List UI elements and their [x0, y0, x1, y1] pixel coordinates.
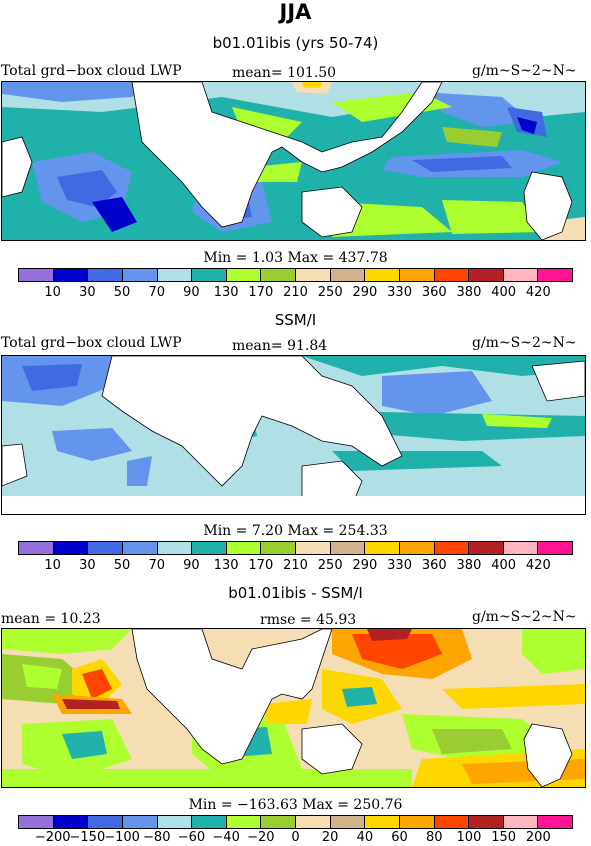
- colorbar-tick: 90: [183, 285, 200, 300]
- colorbar-tick: 80: [425, 830, 443, 845]
- panel1-title: b01.01ibis (yrs 50-74): [212, 34, 379, 52]
- colorbar-tick: 30: [79, 558, 96, 573]
- colorbar-tick: −40: [212, 830, 240, 845]
- panel1-colorbar: [18, 268, 573, 282]
- figure-title: JJA: [279, 0, 312, 24]
- colorbar-tick: 50: [113, 558, 131, 573]
- panel2-units-label: g/m~S~2~N~: [472, 335, 577, 351]
- colorbar-tick: −200: [34, 830, 71, 845]
- panel1-map-field: [2, 82, 585, 240]
- panel3-colorbar: [18, 815, 573, 829]
- colorbar-tick: 380: [456, 285, 482, 300]
- colorbar-tick: 420: [525, 285, 551, 300]
- colorbar-tick: 70: [148, 285, 166, 300]
- panel3-colorbar-ticks: −200 −150 −100 −80 −60 −40 −20 0 20 40 6…: [18, 830, 573, 846]
- panel1-variable-label: Total grd−box cloud LWP: [1, 63, 182, 79]
- colorbar-tick: 10: [44, 285, 61, 300]
- panel1-units-label: g/m~S~2~N~: [472, 63, 577, 79]
- panel2-colorbar-ticks: 10 30 50 70 90 130 170 210 250 290 330 3…: [18, 558, 573, 574]
- panel3-map: [1, 628, 586, 788]
- panel2-variable-label: Total grd−box cloud LWP: [1, 335, 182, 351]
- colorbar-tick: −150: [69, 830, 106, 845]
- colorbar-tick: 130: [213, 558, 239, 573]
- colorbar-tick: 170: [248, 285, 274, 300]
- colorbar-tick: 10: [44, 558, 61, 573]
- colorbar-tick: 380: [456, 558, 482, 573]
- panel2-map: [1, 355, 586, 515]
- colorbar-tick: 90: [183, 558, 200, 573]
- panel1-min-max: Min = 1.03 Max = 437.78: [203, 250, 388, 266]
- colorbar-tick: −20: [247, 830, 275, 845]
- colorbar-tick: 330: [387, 558, 412, 573]
- colorbar-tick: 50: [113, 285, 131, 300]
- colorbar-tick: 250: [317, 285, 343, 300]
- colorbar-tick: 290: [352, 285, 378, 300]
- panel2-map-field: [2, 356, 585, 514]
- colorbar-tick: 150: [491, 830, 517, 845]
- panel1-mean-label: mean= 101.50: [232, 65, 337, 81]
- panel3-map-field: [2, 629, 585, 787]
- colorbar-tick: 210: [283, 285, 308, 300]
- colorbar-tick: 400: [491, 558, 517, 573]
- panel3-units-label: g/m~S~2~N~: [472, 609, 577, 625]
- panel2-title: SSM/I: [274, 311, 317, 329]
- panel2-colorbar: [18, 541, 573, 555]
- colorbar-tick: 200: [525, 830, 551, 845]
- panel3-rmse-label: rmse = 45.93: [260, 612, 357, 628]
- colorbar-tick: 420: [525, 558, 551, 573]
- panel3-min-max: Min = −163.63 Max = 250.76: [188, 797, 403, 813]
- colorbar-tick: 60: [391, 830, 408, 845]
- panel2-min-max: Min = 7.20 Max = 254.33: [203, 523, 388, 539]
- colorbar-tick: 130: [213, 285, 239, 300]
- colorbar-tick: 30: [79, 285, 96, 300]
- colorbar-tick: 290: [352, 558, 378, 573]
- panel1-colorbar-ticks: 10 30 50 70 90 130 170 210 250 290 330 3…: [18, 285, 573, 301]
- panel3-mean-label: mean = 10.23: [1, 611, 101, 627]
- colorbar-tick: 360: [421, 558, 447, 573]
- colorbar-tick: 250: [317, 558, 343, 573]
- colorbar-tick: 400: [491, 285, 517, 300]
- colorbar-tick: 360: [421, 285, 447, 300]
- colorbar-tick: 40: [356, 830, 374, 845]
- panel1-map: [1, 81, 586, 241]
- colorbar-tick: −60: [177, 830, 206, 845]
- panel3-title: b01.01ibis - SSM/I: [228, 584, 363, 602]
- colorbar-tick: −80: [143, 830, 171, 845]
- colorbar-tick: −100: [104, 830, 140, 845]
- colorbar-tick: 20: [321, 830, 339, 845]
- colorbar-tick: 0: [291, 830, 300, 845]
- colorbar-tick: 100: [456, 830, 482, 845]
- panel2-mean-label: mean= 91.84: [232, 338, 328, 354]
- colorbar-tick: 210: [283, 558, 308, 573]
- colorbar-tick: 170: [248, 558, 274, 573]
- colorbar-tick: 330: [387, 285, 412, 300]
- colorbar-tick: 70: [148, 558, 166, 573]
